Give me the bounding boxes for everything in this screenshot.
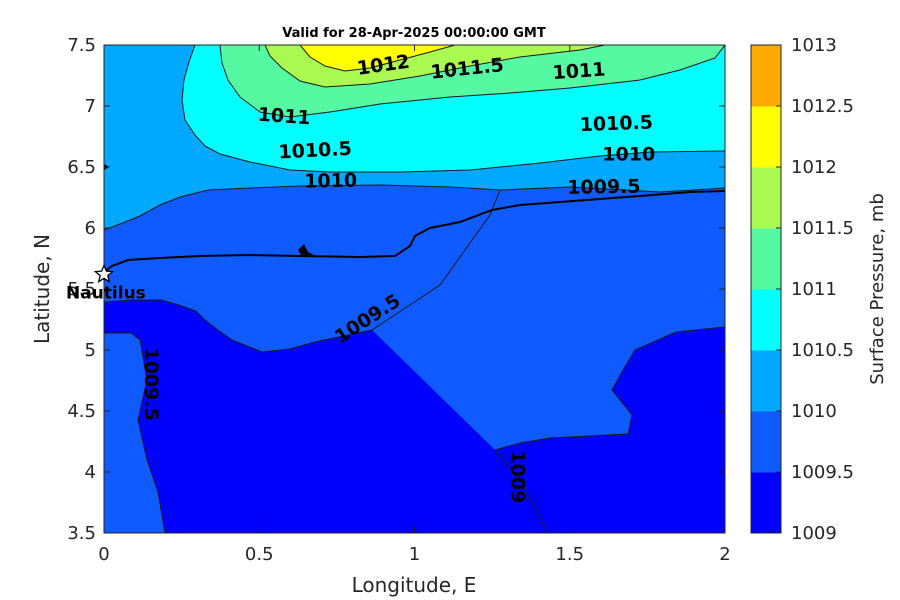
contour-label: 1010 [304, 170, 357, 193]
colorbar-band [751, 411, 781, 473]
x-tick-label: 1 [409, 544, 420, 565]
station-label: Nautilus [66, 283, 146, 303]
colorbar-band [751, 472, 781, 534]
band-1012 [300, 45, 455, 71]
contour-label: 1010.5 [278, 138, 352, 164]
contour-line-1009-5 [104, 186, 725, 353]
station-star-icon [93, 263, 115, 283]
colorbar-band [751, 167, 781, 229]
y-tick-label: 5.5 [67, 279, 96, 300]
y-tick-label: 6.5 [67, 157, 96, 178]
contour-line-1010-5 [181, 45, 725, 173]
contour-label: 1010.5 [579, 112, 653, 137]
colorbar: 1009 1009.5 1010 1010.5 1011 1011.5 1012 1012.5… [750, 35, 854, 544]
x-tick-label: 1.5 [555, 544, 584, 565]
y-tick-label: 7.5 [67, 35, 96, 56]
y-tick-label: 5 [85, 340, 96, 361]
contour-line-1011-5 [264, 45, 606, 88]
chart-title: Valid for 28-Apr-2025 00:00:00 GMT [282, 26, 546, 41]
contour-fill-layer [104, 45, 725, 533]
contour-lines [104, 45, 725, 533]
marker-layer: Nautilus [66, 263, 146, 303]
contour-line-1009 [494, 326, 725, 451]
colorbar-band [751, 289, 781, 351]
contour-label: 1009 [506, 450, 528, 503]
coastline-island [298, 244, 316, 257]
band-1009-5-left [104, 333, 165, 533]
y-axis-label: Latitude, N [30, 234, 54, 344]
colorbar-band [751, 45, 781, 107]
x-axis-label: Longitude, E [352, 573, 477, 597]
colorbar-band [751, 350, 781, 412]
contour-line-1012 [299, 45, 456, 72]
contour-label: 1011 [552, 59, 606, 85]
y-axis-ticks: 3.5 4 4.5 5 5.5 6 6.5 7 7.5 [67, 35, 725, 544]
contour-line-1011 [219, 45, 725, 118]
contour-line-1009-b [494, 449, 549, 533]
contour-line-1009-5-left [104, 332, 166, 533]
colorbar-tick-label: 1013 [791, 35, 837, 56]
contour-label: 1010 [602, 143, 655, 165]
x-tick-label: 0 [98, 544, 109, 565]
colorbar-tick-label: 1011.5 [791, 218, 854, 239]
x-tick-label: 2 [719, 544, 730, 565]
y-tick-label: 3.5 [67, 523, 96, 544]
colorbar-tick-label: 1009.5 [791, 462, 854, 483]
colorbar-tick-label: 1012.5 [791, 96, 854, 117]
colorbar-tick-label: 1011 [791, 279, 837, 300]
coastline-path [104, 190, 725, 273]
colorbar-tick-label: 1010.5 [791, 340, 854, 361]
x-axis-ticks: 0 0.5 1 1.5 2 [98, 45, 731, 565]
colorbar-band [751, 106, 781, 168]
colorbar-tick-label: 1010 [791, 401, 837, 422]
y-tick-label: 6 [85, 218, 96, 239]
colorbar-tick-label: 1012 [791, 157, 837, 178]
x-tick-label: 0.5 [245, 544, 274, 565]
y-tick-label: 7 [85, 96, 96, 117]
contour-line-1010 [104, 184, 501, 231]
colorbar-tick-label: 1009 [791, 523, 837, 544]
contour-label: 1009.5 [567, 176, 641, 199]
colorbar-label: Surface Pressure, mb [867, 193, 888, 385]
contour-label: 1009.5 [140, 347, 162, 420]
colorbar-band [751, 228, 781, 290]
contour-label: 1011 [257, 104, 311, 130]
y-tick-label: 4.5 [67, 401, 96, 422]
y-tick-label: 4 [85, 462, 96, 483]
